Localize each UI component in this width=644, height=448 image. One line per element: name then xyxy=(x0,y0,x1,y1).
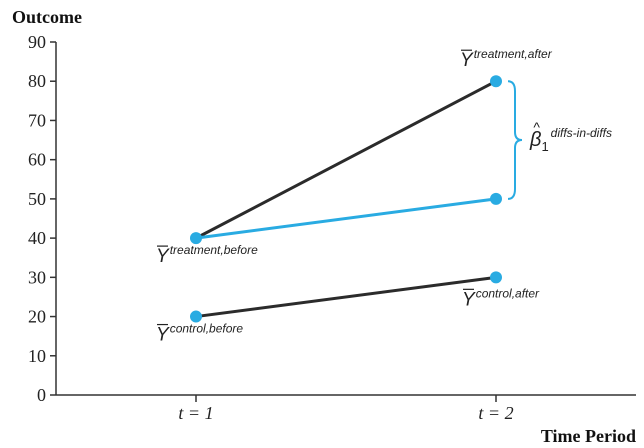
y-tick-label: 10 xyxy=(28,346,46,366)
y-tick-label: 50 xyxy=(28,189,46,209)
brace-label-sub: 1 xyxy=(541,139,548,154)
annotation-sup: treatment,before xyxy=(170,243,258,257)
annotation-sup: control,before xyxy=(170,322,244,336)
annotation-sup: control,after xyxy=(476,286,540,300)
annotation: Ycontrol,after xyxy=(462,286,540,310)
brace-label-base: β xyxy=(529,129,541,151)
annotation-base: Y xyxy=(156,325,170,346)
y-tick-label: 80 xyxy=(28,71,46,91)
y-tick-label: 30 xyxy=(28,267,46,287)
series-line-2 xyxy=(194,197,498,240)
y-tick-label: 60 xyxy=(28,150,46,170)
y-ticks: 0 10 20 30 40 50 60 70 80 90 xyxy=(28,32,56,405)
axes xyxy=(55,42,636,396)
data-point xyxy=(490,75,502,88)
annotation-label: Ycontrol,after xyxy=(462,286,540,310)
data-point xyxy=(190,310,202,323)
annotation-base: Y xyxy=(462,289,476,310)
x-ticks: t = 1 t = 2 xyxy=(178,395,514,423)
y-tick-label: 20 xyxy=(28,307,46,327)
annotation-base: Y xyxy=(460,50,474,71)
brace-label: ^ β1diffs-in-diffs xyxy=(529,119,612,154)
annotation-base: Y xyxy=(156,246,170,267)
y-tick-label: 40 xyxy=(28,228,46,248)
brace-curly xyxy=(507,80,523,200)
data-point xyxy=(490,271,502,284)
annotation-sup: treatment,after xyxy=(474,47,553,61)
annotation-label: Ytreatment,after xyxy=(460,47,553,71)
series-lines xyxy=(194,79,498,319)
annotation: Ytreatment,after xyxy=(460,47,553,71)
x-tick-label: t = 1 xyxy=(178,403,213,423)
y-tick-label: 70 xyxy=(28,110,46,130)
brace: ^ β1diffs-in-diffs xyxy=(507,80,612,200)
annotation-label: Ytreatment,before xyxy=(156,243,258,267)
annotation: Ytreatment,before xyxy=(156,243,258,267)
y-tick-label: 0 xyxy=(37,385,46,405)
annotation: Ycontrol,before xyxy=(156,322,243,346)
data-point xyxy=(490,192,502,205)
data-points xyxy=(190,75,502,323)
y-axis-title: Outcome xyxy=(12,7,82,27)
series-line-1 xyxy=(194,79,498,240)
brace-label-sup: diffs-in-diffs xyxy=(551,126,612,140)
data-point xyxy=(190,232,202,245)
x-tick-label: t = 2 xyxy=(478,403,513,423)
brace-label-hat: ^ xyxy=(533,119,540,135)
annotations: Ytreatment,afterYtreatment,beforeYcontro… xyxy=(156,47,553,345)
x-axis-title: Time Period xyxy=(541,426,636,446)
series-line-3 xyxy=(194,275,498,319)
y-tick-label: 90 xyxy=(28,32,46,52)
annotation-label: Ycontrol,before xyxy=(156,322,243,346)
